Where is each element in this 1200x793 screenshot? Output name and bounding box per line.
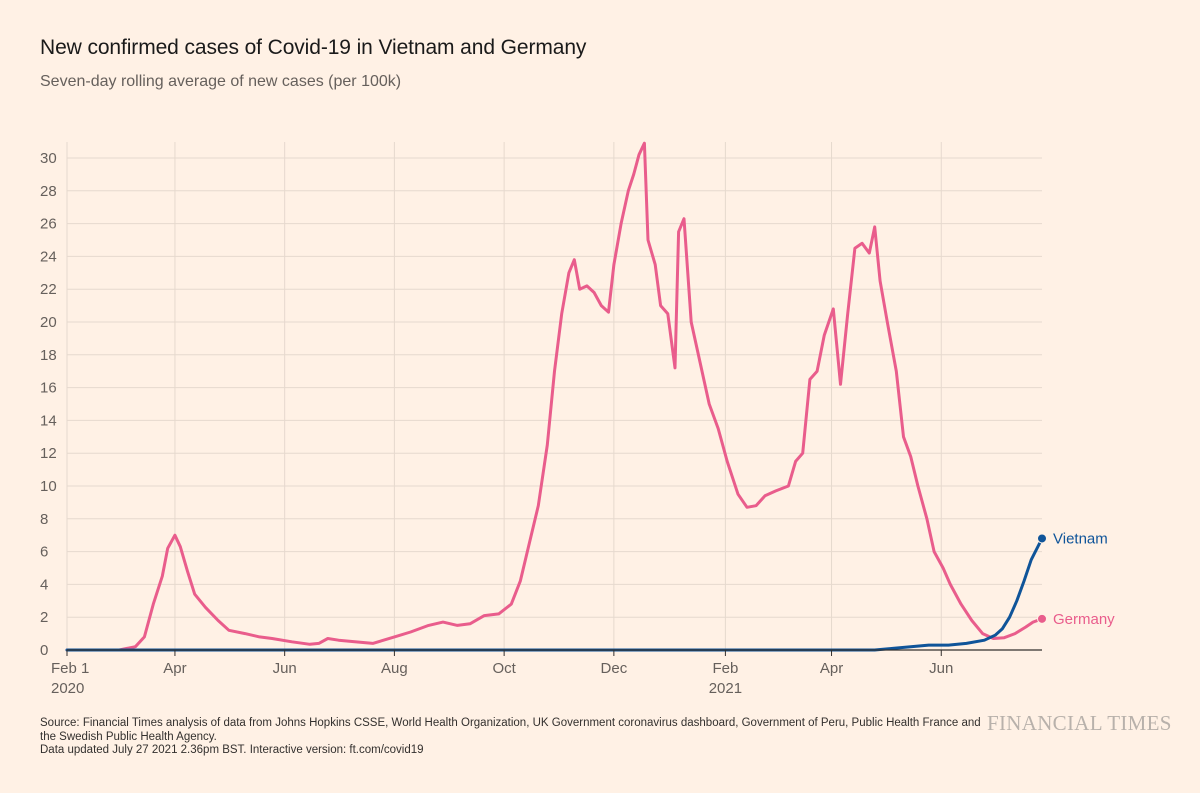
- y-tick-label: 26: [40, 216, 57, 233]
- x-tick-label: Feb: [712, 660, 738, 677]
- y-tick-label: 16: [40, 380, 57, 397]
- y-tick-label: 22: [40, 281, 57, 298]
- series-lines: [65, 141, 1044, 652]
- y-tick-label: 2: [40, 609, 48, 626]
- series-label-vietnam: Vietnam: [1053, 530, 1108, 547]
- y-tick-label: 10: [40, 478, 57, 495]
- y-tick-label: 20: [40, 314, 57, 331]
- series-label-germany: Germany: [1053, 611, 1115, 628]
- chart-subtitle: Seven-day rolling average of new cases (…: [40, 73, 402, 90]
- y-tick-label: 0: [40, 642, 48, 659]
- series-line-germany: [65, 141, 1044, 652]
- series-line-vietnam: [65, 537, 1044, 652]
- x-tick-year-label: 2020: [51, 680, 84, 697]
- x-tick-label: Jun: [929, 660, 953, 677]
- source-note: Source: Financial Times analysis of data…: [40, 717, 981, 743]
- x-tick-label: Oct: [492, 660, 516, 677]
- y-tick-label: 28: [40, 183, 57, 200]
- y-tick-label: 6: [40, 544, 48, 561]
- x-tick-label: Feb 1: [51, 660, 89, 677]
- x-tick-label: Dec: [601, 660, 628, 677]
- y-tick-label: 8: [40, 511, 48, 528]
- y-tick-label: 30: [40, 150, 57, 167]
- x-tick-label: Apr: [163, 660, 186, 677]
- y-tick-label: 4: [40, 576, 48, 593]
- chart-title: New confirmed cases of Covid-19 in Vietn…: [40, 36, 587, 59]
- x-tick-year-label: 2021: [709, 680, 742, 697]
- y-tick-label: 18: [40, 347, 57, 364]
- y-tick-label: 24: [40, 248, 57, 265]
- y-tick-label: 12: [40, 445, 57, 462]
- series-endpoint-germany: [1037, 613, 1047, 624]
- series-labels: Germany Vietnam: [1037, 530, 1115, 628]
- x-tick-label: Apr: [820, 660, 843, 677]
- x-tick-label: Aug: [381, 660, 408, 677]
- ft-logo: FINANCIAL TIMES: [987, 711, 1172, 735]
- y-tick-label: 14: [40, 412, 57, 429]
- grid: [66, 142, 1042, 651]
- series-endpoint-vietnam: [1037, 533, 1047, 544]
- data-updated-note: Data updated July 27 2021 2.36pm BST. In…: [40, 744, 424, 756]
- x-tick-label: Jun: [273, 660, 297, 677]
